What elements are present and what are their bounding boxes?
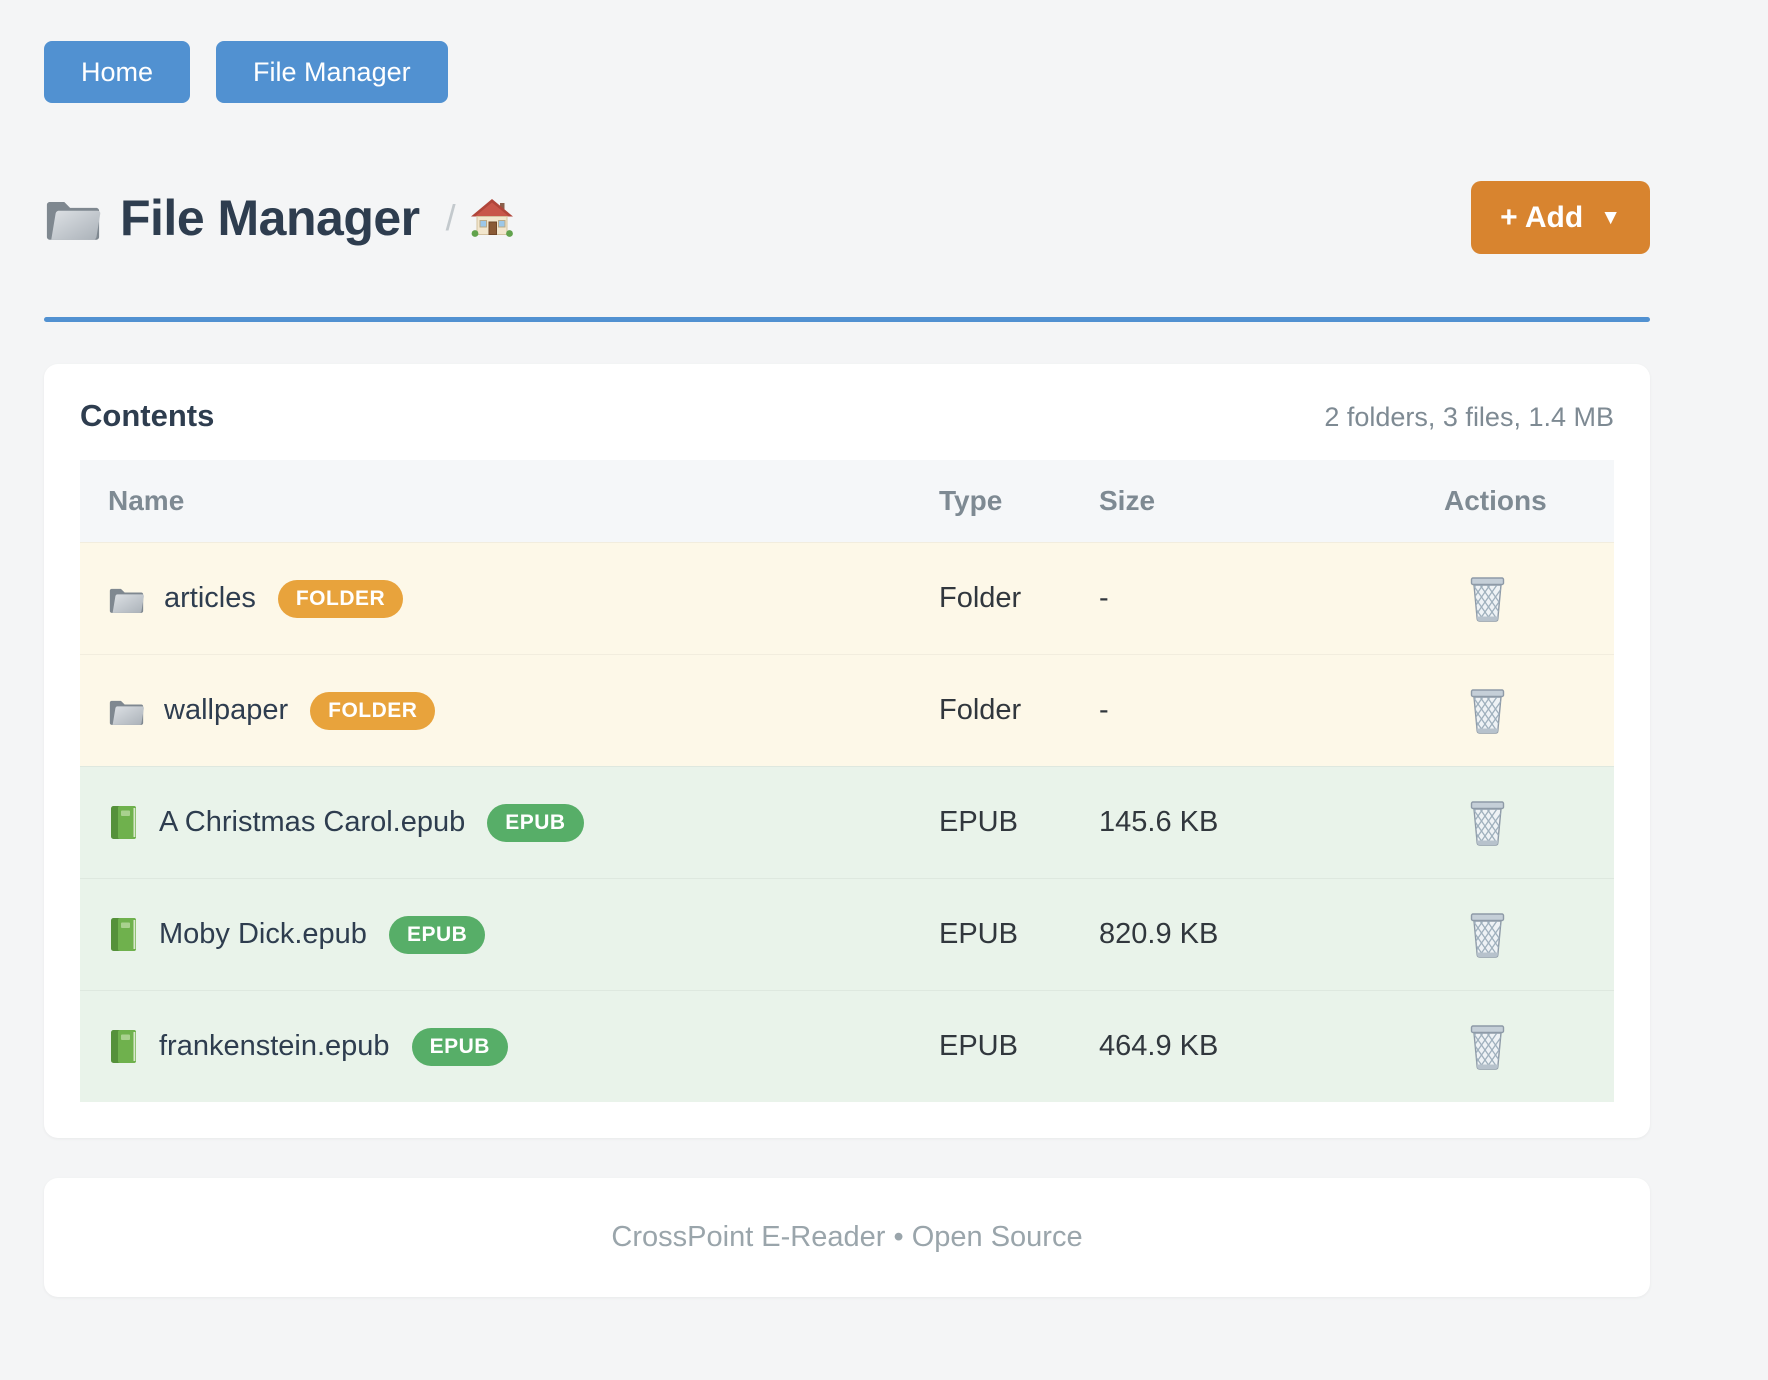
trash-icon <box>1468 688 1507 734</box>
contents-card: Contents 2 folders, 3 files, 1.4 MB Name… <box>44 364 1650 1138</box>
table-row[interactable]: articles FOLDER Folder - <box>80 542 1614 654</box>
nav-home-button[interactable]: Home <box>44 41 191 103</box>
book-icon <box>111 1029 136 1063</box>
chevron-down-icon: ▼ <box>1600 206 1621 229</box>
page: Home File Manager File Manager / + Add ▼ <box>44 0 1650 1297</box>
trash-icon <box>1468 1024 1507 1070</box>
table-row[interactable]: Moby Dick.epub EPUB EPUB 820.9 KB <box>80 878 1614 990</box>
nav-file-manager-button[interactable]: File Manager <box>216 41 448 103</box>
title-underline <box>44 317 1650 322</box>
contents-card-header: Contents 2 folders, 3 files, 1.4 MB <box>80 398 1614 434</box>
column-header-size: Size <box>1099 485 1156 516</box>
item-name-link[interactable]: A Christmas Carol.epub <box>159 806 466 838</box>
add-button-label: + Add <box>1500 200 1584 234</box>
item-name-link[interactable]: frankenstein.epub <box>159 1030 390 1062</box>
top-navigation: Home File Manager <box>44 0 1650 103</box>
column-header-actions: Actions <box>1444 485 1547 516</box>
delete-button[interactable] <box>1468 800 1507 846</box>
delete-button[interactable] <box>1468 912 1507 958</box>
item-size: 464.9 KB <box>1099 1030 1219 1062</box>
page-header: File Manager / + Add ▼ <box>44 181 1650 254</box>
folder-icon <box>109 700 144 725</box>
trash-icon <box>1468 800 1507 846</box>
contents-heading: Contents <box>80 398 215 433</box>
item-type: EPUB <box>939 806 1018 838</box>
table-row[interactable]: wallpaper FOLDER Folder - <box>80 654 1614 766</box>
book-icon <box>111 917 136 951</box>
column-header-name: Name <box>108 485 185 516</box>
title-wrap: File Manager / <box>44 189 514 247</box>
epub-badge: EPUB <box>411 1027 508 1066</box>
page-title: File Manager <box>120 189 420 246</box>
item-size: - <box>1099 694 1109 726</box>
delete-button[interactable] <box>1468 1024 1507 1070</box>
item-type: EPUB <box>939 918 1018 950</box>
item-type: Folder <box>939 582 1022 614</box>
item-size: 145.6 KB <box>1099 806 1219 838</box>
folder-icon <box>109 588 144 613</box>
add-button[interactable]: + Add ▼ <box>1471 181 1650 254</box>
folder-badge: FOLDER <box>277 579 404 618</box>
trash-icon <box>1468 912 1507 958</box>
trash-icon <box>1468 576 1507 622</box>
delete-button[interactable] <box>1468 576 1507 622</box>
item-type: Folder <box>939 694 1022 726</box>
book-icon <box>111 805 136 839</box>
delete-button[interactable] <box>1468 688 1507 734</box>
contents-summary: 2 folders, 3 files, 1.4 MB <box>1324 402 1614 432</box>
file-table: Name Type Size Actions articles FOLDER F… <box>80 460 1614 1102</box>
breadcrumb-separator: / <box>445 196 456 238</box>
item-name-link[interactable]: articles <box>164 582 256 614</box>
folder-icon <box>46 201 101 240</box>
table-row[interactable]: A Christmas Carol.epub EPUB EPUB 145.6 K… <box>80 766 1614 878</box>
column-header-type: Type <box>939 485 1003 516</box>
item-type: EPUB <box>939 1030 1018 1062</box>
breadcrumb-home-icon[interactable] <box>470 197 514 239</box>
item-name-link[interactable]: Moby Dick.epub <box>159 918 367 950</box>
table-header-row: Name Type Size Actions <box>80 460 1614 542</box>
folder-badge: FOLDER <box>310 691 436 730</box>
item-size: 820.9 KB <box>1099 918 1219 950</box>
epub-badge: EPUB <box>487 803 584 842</box>
item-size: - <box>1099 582 1109 614</box>
epub-badge: EPUB <box>388 915 486 954</box>
footer-text: CrossPoint E-Reader • Open Source <box>611 1221 1083 1253</box>
footer: CrossPoint E-Reader • Open Source <box>44 1178 1650 1297</box>
item-name-link[interactable]: wallpaper <box>164 694 289 726</box>
table-row[interactable]: frankenstein.epub EPUB EPUB 464.9 KB <box>80 990 1614 1102</box>
